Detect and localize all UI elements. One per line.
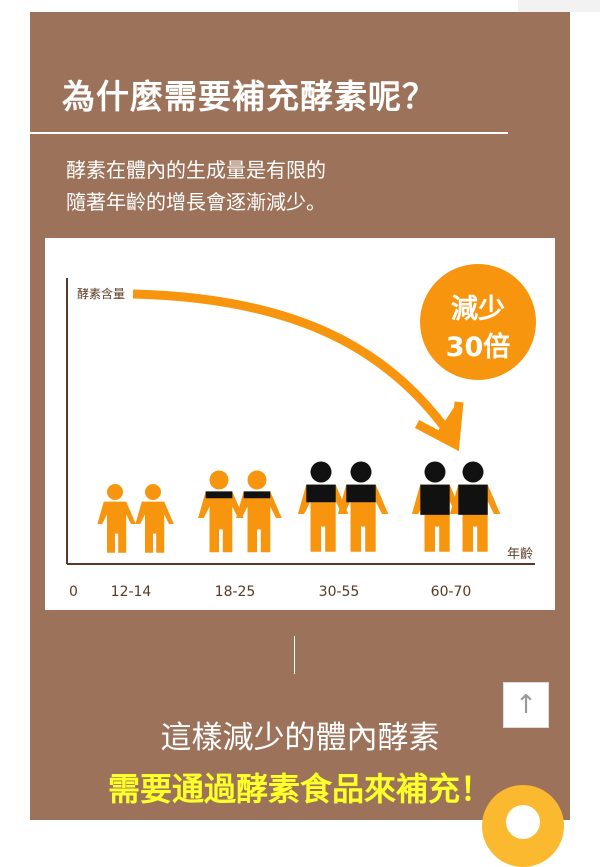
person-head [424, 461, 446, 483]
chat-icon [506, 805, 540, 839]
section-title: 為什麼需要補充酵素呢？ [62, 77, 436, 116]
origin-label: 0 [69, 584, 78, 600]
top-bar [518, 0, 600, 12]
person-head [350, 461, 372, 483]
reduction-badge [420, 264, 536, 380]
badge-line-1: 減少 [451, 294, 505, 325]
person-body [97, 501, 136, 553]
person-head [310, 461, 332, 483]
conclusion-line-2: 需要通過酵素食品來補充！ [107, 770, 492, 808]
back-to-top-button[interactable]: ↑ [503, 682, 549, 728]
person-dark-clothes [458, 484, 488, 515]
person-dark-clothes [205, 491, 233, 499]
decline-arrow-head [417, 401, 458, 443]
person-dark-clothes [306, 484, 336, 503]
person-head [247, 470, 267, 490]
arrow-up-icon: ↑ [515, 690, 537, 720]
person-body [135, 501, 174, 553]
person-head [209, 470, 229, 490]
intro-line-1: 酵素在體內的生成量是有限的 [66, 158, 326, 182]
enzyme-age-infographic: 酵素含量 年齡 0 12-14 18-25 30-55 60-70 減少 30倍 [45, 238, 555, 610]
content-panel: 為什麼需要補充酵素呢？ 酵素在體內的生成量是有限的 隨著年齡的增長會逐漸減少。 … [30, 12, 570, 820]
person-body [198, 491, 244, 553]
intro-text: 酵素在體內的生成量是有限的 隨著年齡的增長會逐漸減少。 [66, 154, 326, 218]
person-dark-clothes [243, 491, 271, 499]
divider [294, 636, 295, 674]
age-label: 60-70 [431, 584, 472, 600]
chat-button[interactable] [482, 785, 564, 867]
person-head [462, 461, 484, 483]
person-body [236, 491, 282, 553]
badge-line-2: 30倍 [446, 331, 511, 363]
person-dark-clothes [346, 484, 376, 503]
age-label: 18-25 [215, 584, 256, 600]
y-axis-label: 酵素含量 [77, 286, 125, 301]
age-label: 30-55 [319, 584, 360, 600]
decline-arrow [132, 289, 449, 431]
conclusion-line-1: 這樣減少的體內酵素 [160, 720, 440, 756]
person-dark-clothes [420, 484, 450, 515]
age-label: 12-14 [111, 584, 152, 600]
person-head [145, 484, 161, 500]
x-axis-label: 年齡 [507, 547, 533, 562]
person-head [107, 484, 123, 500]
intro-line-2: 隨著年齡的增長會逐漸減少。 [66, 190, 326, 214]
title-underline [30, 132, 508, 134]
